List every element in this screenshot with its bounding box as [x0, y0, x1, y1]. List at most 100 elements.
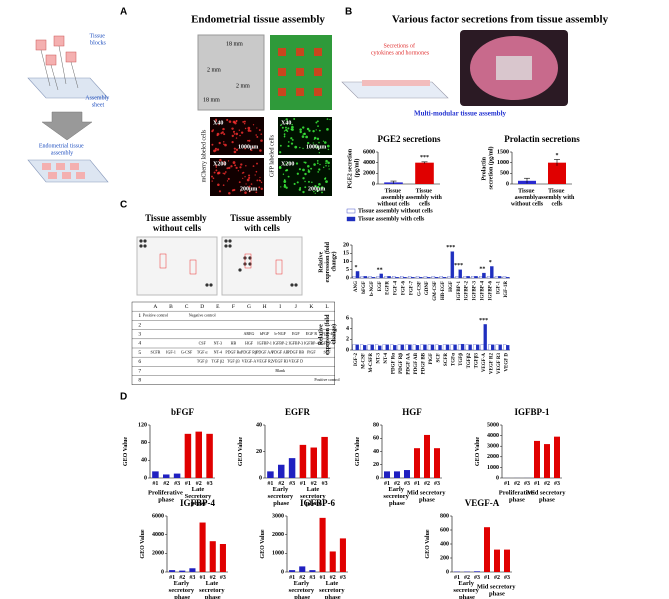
cell	[245, 164, 247, 167]
bar	[360, 276, 365, 279]
cell	[224, 143, 227, 147]
y-tick-label: 4000	[363, 160, 375, 166]
cell	[324, 177, 327, 180]
bar	[378, 345, 382, 351]
cell	[230, 165, 233, 168]
x-tick-label: EGF	[378, 281, 383, 291]
column-header: C	[185, 304, 189, 310]
group-label: Late secretory phase	[319, 580, 346, 599]
table-cell: CSF	[199, 340, 207, 345]
cell	[248, 185, 251, 188]
array-spots	[139, 239, 298, 287]
cell	[305, 135, 308, 139]
bar	[278, 464, 285, 478]
cell	[239, 166, 242, 169]
bar	[385, 344, 390, 351]
x-tick-label: PDGF Rα	[392, 353, 397, 374]
bar	[405, 344, 409, 351]
cell	[260, 181, 263, 184]
table-cell: bFGF	[260, 331, 270, 336]
cell	[307, 170, 311, 173]
bar	[195, 431, 202, 478]
cell	[256, 162, 258, 165]
cell	[246, 178, 250, 182]
cell	[238, 129, 241, 131]
cell	[298, 188, 302, 191]
cell	[242, 121, 245, 123]
cell	[317, 185, 320, 189]
table-cell: EGF	[292, 331, 300, 336]
chart-title: EGFR	[285, 407, 311, 417]
cell	[215, 169, 218, 172]
cell	[287, 145, 290, 148]
cell	[307, 164, 310, 168]
panel-title: Various factor secretions from tissue as…	[392, 14, 609, 26]
x-tick-label: IGFBP-1	[457, 281, 462, 301]
panel-label: A	[120, 7, 127, 18]
group-label: Early secretory phase	[289, 580, 316, 599]
y-tick-label: 6	[346, 315, 349, 321]
y-tick-label: 1000	[272, 551, 284, 557]
cell	[259, 149, 262, 152]
cell	[327, 148, 330, 151]
table-cell: IGF-1	[166, 350, 176, 355]
cell	[239, 134, 241, 137]
label: 200μm	[308, 186, 325, 192]
cell	[244, 191, 247, 194]
bar	[439, 276, 444, 279]
x-tick-label: FGF-4	[394, 281, 399, 296]
x-tick-label: M-CSFR	[369, 353, 374, 373]
table-cell: PDGF AB	[272, 350, 289, 355]
x-tick-label: HB-EGF	[441, 281, 446, 300]
cell	[311, 181, 313, 184]
x-tick-label: #1	[185, 481, 191, 487]
y-tick-label: 20	[256, 449, 262, 455]
panel-title: Tissue assembly with cells	[230, 213, 294, 233]
x-tick-label: PDGF AB	[414, 352, 419, 374]
cell	[217, 183, 220, 187]
label: 18 mm	[203, 97, 220, 103]
table-cell: VEGF D	[289, 359, 303, 364]
cell	[314, 192, 316, 194]
cell	[223, 160, 226, 163]
x-tick-label: IGFBP-3	[473, 281, 478, 301]
chart-title: VEGF-A	[465, 498, 500, 508]
table-cell: AREG	[244, 331, 255, 336]
cell	[326, 128, 329, 131]
cell	[232, 130, 236, 133]
label: GFP labeled cells	[269, 134, 275, 177]
cell	[247, 139, 249, 142]
bar	[206, 433, 213, 478]
cell	[283, 185, 287, 188]
cell	[286, 130, 289, 133]
bar	[482, 272, 486, 279]
column-header: G	[247, 304, 251, 310]
significance: *	[354, 265, 357, 271]
bar	[434, 448, 440, 478]
y-tick-label: 0	[446, 569, 449, 575]
array-spot	[143, 239, 147, 243]
cell	[248, 190, 251, 193]
bar	[415, 276, 420, 279]
bar	[400, 344, 405, 351]
cell	[318, 152, 321, 154]
cell	[216, 134, 219, 137]
y-tick-label: 40	[256, 422, 262, 428]
cell	[313, 163, 316, 166]
label: 18 mm	[226, 41, 243, 47]
cell	[303, 161, 305, 163]
highlight	[189, 259, 197, 275]
bar	[498, 344, 502, 351]
bar	[474, 276, 478, 279]
cell	[233, 147, 236, 150]
x-tick-label: #3	[524, 481, 530, 487]
x-tick-label: Tissue assembly with cells	[538, 189, 576, 208]
bar	[411, 277, 415, 279]
y-tick-label: 5	[346, 267, 349, 273]
x-tick-label: #3	[404, 481, 410, 487]
cell	[217, 171, 221, 175]
bar	[554, 436, 560, 478]
x-tick-label: FGF-6	[401, 281, 406, 296]
y-tick-label: 10	[343, 259, 349, 265]
x-tick-label: IGF-1R	[504, 281, 509, 298]
